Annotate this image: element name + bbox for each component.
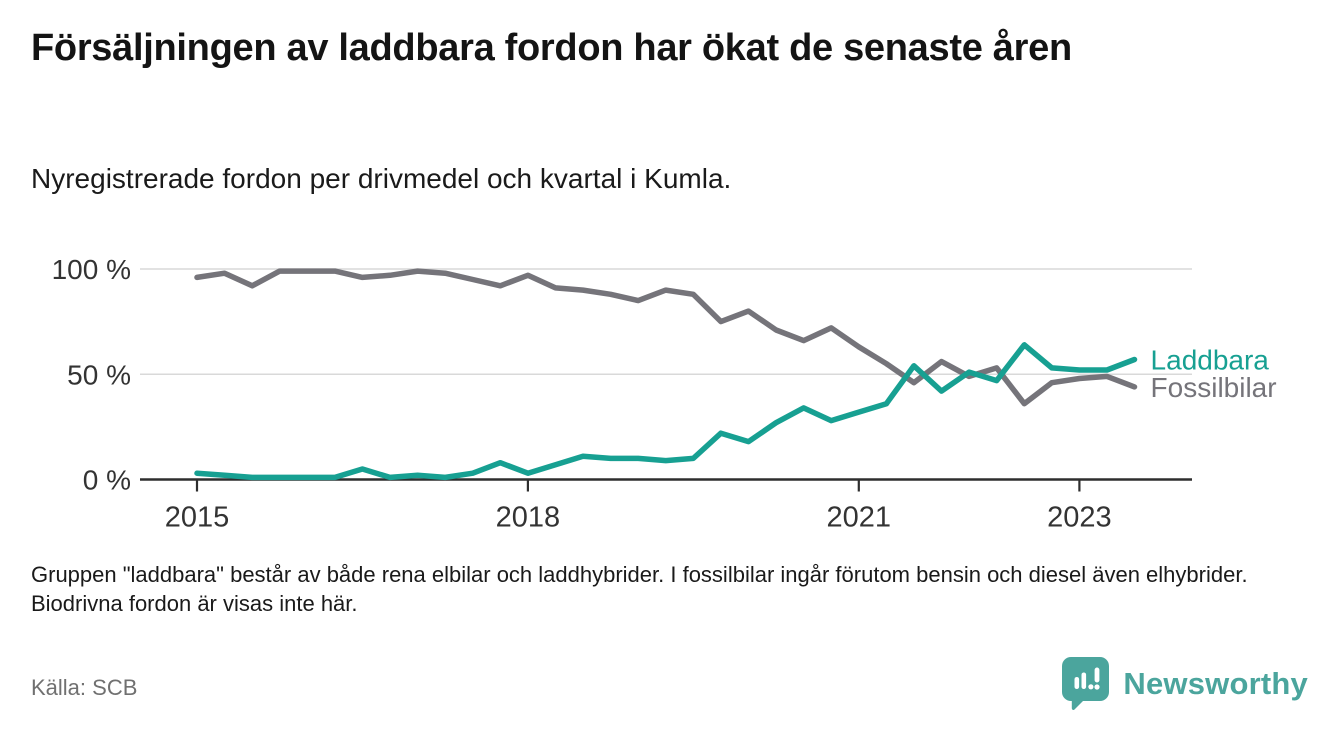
y-tick-label: 0 % xyxy=(83,465,131,496)
line-chart: 100 % 50 % 0 % 2015 2018 2021 2023 Fossilbilar L… xyxy=(0,228,1340,544)
brand-wordmark: Newsworthy xyxy=(1123,665,1308,701)
x-tick-label: 2015 xyxy=(165,502,230,534)
x-tick-label: 2023 xyxy=(1047,502,1112,534)
series-label-laddbara: Laddbara xyxy=(1151,345,1270,376)
series-line-laddbara xyxy=(194,342,1138,481)
chart-subtitle: Nyregistrerade fordon per drivmedel och … xyxy=(31,163,732,194)
source-label: Källa: SCB xyxy=(31,675,138,700)
page-title: Försäljningen av laddbara fordon har öka… xyxy=(31,27,1072,69)
x-tick-label: 2021 xyxy=(827,502,892,534)
x-tick-label: 2018 xyxy=(496,502,561,534)
bar-chart-speech-bubble-icon xyxy=(1062,657,1110,710)
chart-canvas: 100 % 50 % 0 % 2015 2018 2021 2023 FossilbilarL… xyxy=(52,254,1277,534)
newsworthy-logo: Newsworthy xyxy=(1062,656,1308,711)
footnote: Gruppen "laddbara" består av både rena e… xyxy=(31,562,1248,617)
y-tick-label: 100 % xyxy=(52,254,131,285)
series-line-fossilbilar xyxy=(194,268,1138,407)
series-label-fossilbilar: Fossilbilar xyxy=(1151,372,1277,403)
y-tick-label: 50 % xyxy=(67,359,131,390)
